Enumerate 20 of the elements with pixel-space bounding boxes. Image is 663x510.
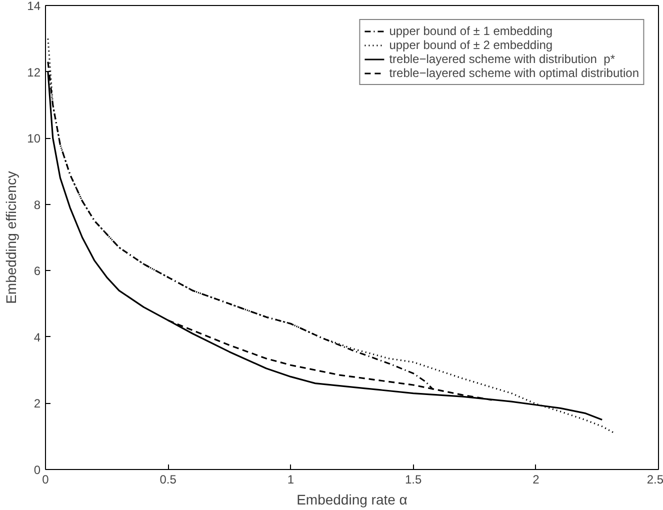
y-tick-label: 12 [27,65,41,80]
legend-label: upper bound of ± 1 embedding [389,24,553,38]
legend-label: treble−layered scheme with distribution p* [389,52,615,66]
y-tick-label: 8 [34,198,41,212]
y-tick-label: 14 [27,0,41,13]
legend-label: upper bound of ± 2 embedding [389,38,553,52]
legend-label: treble−layered scheme with optimal distribution [389,66,639,80]
x-tick-label: 2 [532,472,540,486]
y-tick-label: 6 [34,264,41,278]
x-tick-label: 1 [287,472,294,486]
x-tick-label: 1.5 [404,472,422,486]
y-tick-label: 0 [34,463,41,477]
y-axis-title: Embedding efficiency [3,171,20,304]
y-tick-label: 2 [34,396,41,411]
x-axis-title: Embedding rate α [296,492,408,508]
y-tick-label: 10 [27,132,41,146]
x-tick-label: 0.5 [160,472,177,486]
y-tick-label: 4 [34,330,41,344]
x-tick-label: 0 [42,472,50,486]
x-tick-label: 2.5 [646,472,663,486]
